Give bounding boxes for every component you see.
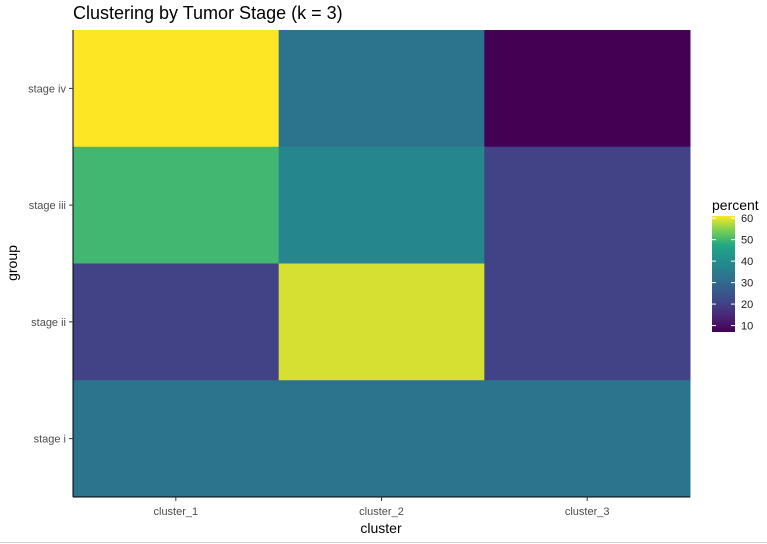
- legend-colorbar: [712, 216, 735, 332]
- color-legend: percent 10 20 30 40 50 60: [712, 197, 759, 333]
- heatmap-cells: [73, 30, 691, 498]
- heatmap-cell-stage-i-cluster_1: [73, 380, 280, 498]
- heatmap-cell-stage-ii-cluster_1: [73, 263, 280, 381]
- y-tick-label: stage iii: [29, 200, 66, 212]
- page-divider: [0, 542, 767, 543]
- legend-title: percent: [712, 197, 759, 213]
- heatmap-cell-stage-ii-cluster_2: [278, 263, 485, 381]
- x-tick-label: cluster_2: [359, 506, 404, 518]
- heatmap-cell-stage-iii-cluster_2: [278, 146, 485, 264]
- axis-titles: cluster group: [4, 245, 402, 536]
- heatmap-cell-stage-iv-cluster_1: [73, 30, 280, 148]
- heatmap-cell-stage-i-cluster_2: [278, 380, 485, 498]
- heatmap-cell-stage-iii-cluster_1: [73, 146, 280, 264]
- heatmap-cell-stage-ii-cluster_3: [484, 263, 691, 381]
- y-tick-label: stage i: [34, 434, 66, 446]
- x-tick-label: cluster_3: [565, 506, 610, 518]
- heatmap-cell-stage-i-cluster_3: [484, 380, 691, 498]
- heatmap-cell-stage-iv-cluster_2: [278, 30, 485, 148]
- x-axis-title: cluster: [360, 520, 402, 536]
- y-axis-title: group: [4, 245, 20, 281]
- chart-title: Clustering by Tumor Stage (k = 3): [73, 3, 343, 23]
- legend-tick-label: 30: [741, 278, 753, 290]
- x-tick-label: cluster_1: [154, 506, 199, 518]
- legend-tick-label: 60: [741, 213, 753, 225]
- legend-tick-label: 10: [741, 321, 753, 333]
- heatmap-cell-stage-iv-cluster_3: [484, 30, 691, 148]
- y-tick-label: stage ii: [31, 317, 66, 329]
- heatmap-cell-stage-iii-cluster_3: [484, 146, 691, 264]
- y-tick-label: stage iv: [28, 83, 66, 95]
- legend-tick-label: 50: [741, 235, 753, 247]
- legend-tick-label: 40: [741, 256, 753, 268]
- legend-tick-label: 20: [741, 299, 753, 311]
- legend-ticks: 10 20 30 40 50 60: [712, 213, 753, 333]
- tick-labels: cluster_1 cluster_2 cluster_3 stage iv stage…: [28, 83, 609, 518]
